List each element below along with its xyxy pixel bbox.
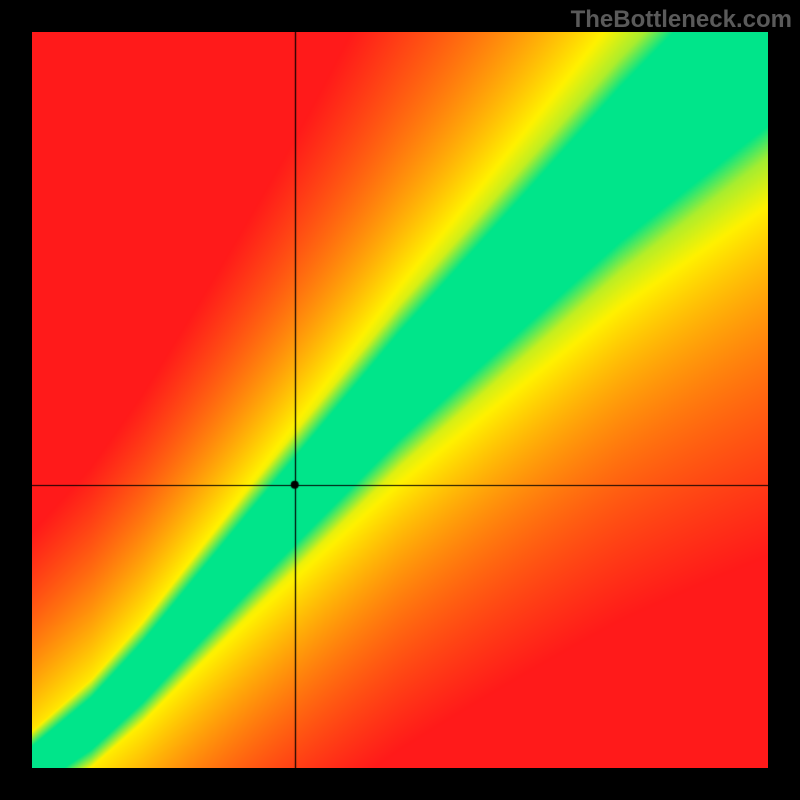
watermark-text: TheBottleneck.com <box>571 6 792 34</box>
crosshair-overlay <box>32 32 768 768</box>
plot-area <box>32 32 768 768</box>
chart-frame: TheBottleneck.com <box>0 0 800 800</box>
